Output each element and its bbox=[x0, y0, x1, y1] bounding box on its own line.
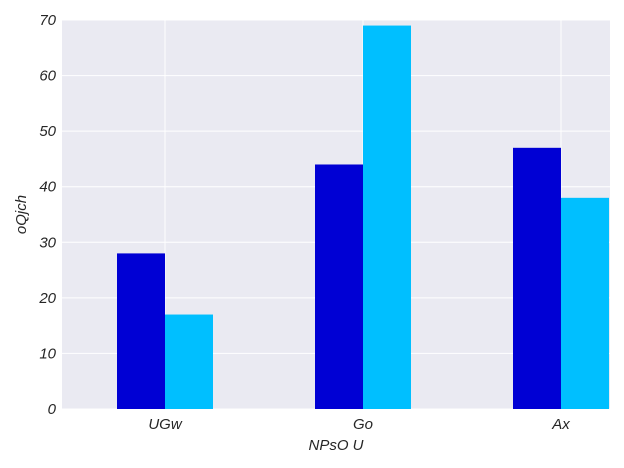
bar-Ax-series-2 bbox=[561, 197, 609, 409]
y-tick-label: 10 bbox=[39, 345, 56, 362]
bars bbox=[117, 25, 609, 410]
y-tick-label: 40 bbox=[39, 179, 56, 196]
x-tick-label: UGw bbox=[148, 416, 183, 433]
y-tick-label: 70 bbox=[39, 12, 56, 29]
y-tick-label: 0 bbox=[48, 401, 57, 418]
y-axis-label: oQjch bbox=[13, 195, 30, 234]
x-tick-label: Go bbox=[353, 416, 373, 433]
bar-Ax-series-1 bbox=[513, 147, 561, 410]
bar-Go-series-1 bbox=[315, 164, 363, 409]
bar-UGw-series-1 bbox=[117, 253, 165, 409]
bar-UGw-series-2 bbox=[165, 314, 213, 409]
bar-Go-series-2 bbox=[363, 25, 411, 410]
y-tick-label: 50 bbox=[39, 123, 56, 140]
y-tick-label: 60 bbox=[39, 68, 56, 85]
x-tick-label: Ax bbox=[551, 416, 570, 433]
x-tick-labels: UGw Go Ax bbox=[148, 416, 570, 433]
y-tick-labels: 0 10 20 30 40 50 60 70 bbox=[38, 12, 56, 418]
y-tick-label: 20 bbox=[38, 290, 56, 307]
x-axis-label: NPsO U bbox=[308, 437, 363, 454]
y-tick-label: 30 bbox=[39, 234, 56, 251]
